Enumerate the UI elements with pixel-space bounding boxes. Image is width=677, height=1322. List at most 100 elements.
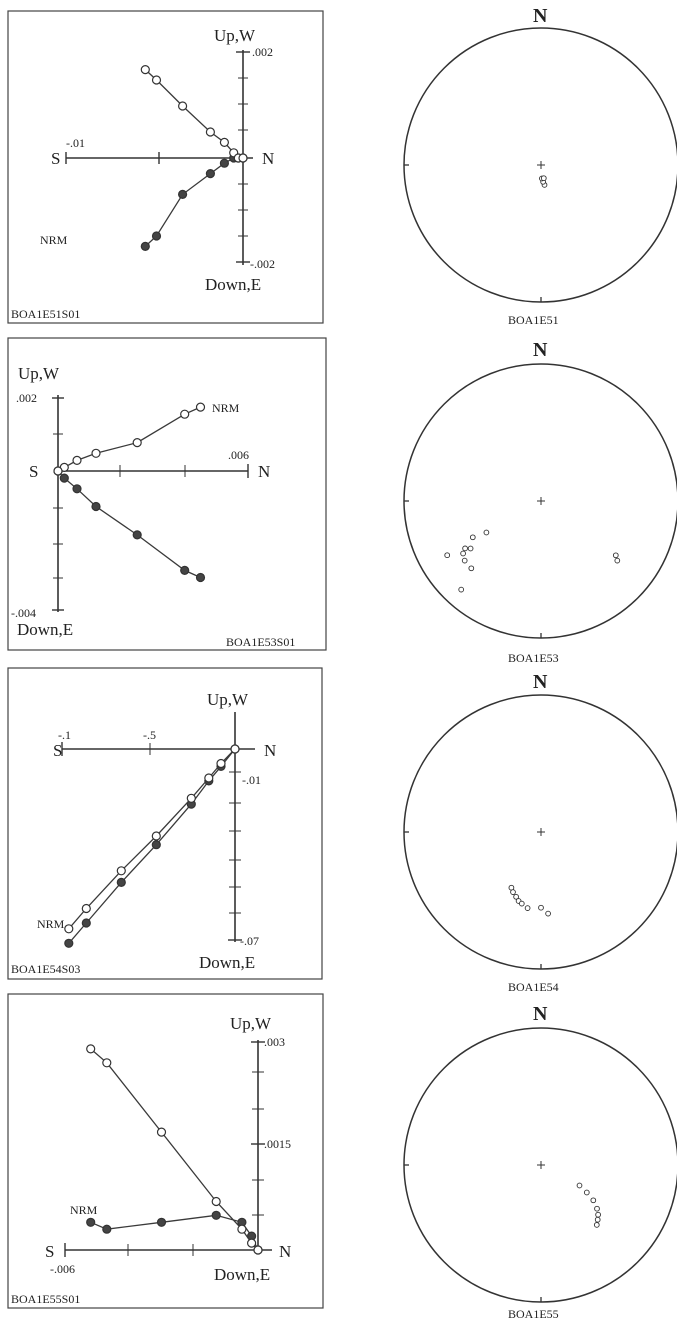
north-label: N [533,339,548,361]
n-axis-label: N [264,741,276,760]
panel-frame [7,10,324,324]
horizontal-projection-point [53,466,63,476]
vertical-top-value-label: -.01 [242,773,261,787]
horizontal-projection-point [230,744,240,754]
horizontal-projection-point [247,1238,257,1248]
vertical-bottom-value-label: -.004 [11,606,36,620]
down-e-label: Down,E [214,1265,270,1284]
horizontal-projection-point [151,831,161,841]
n-axis-label: N [279,1242,291,1261]
direction-point [538,904,544,911]
direction-point [594,1205,600,1212]
stereonet-4: N BOA1E55 [403,1003,677,1321]
horizontal-ticks [65,152,160,164]
vertical-projection-point [64,938,74,948]
direction-points [508,884,551,917]
horizontal-projection-point [238,153,248,163]
stereonet-1: N BOA1E51 [403,5,677,327]
direction-points [444,529,621,593]
horizontal-projection-point [178,101,188,111]
horizontal-projection-point [186,793,196,803]
horizontal-projection-point [86,1044,96,1054]
horizontal-projection-point [195,402,206,412]
direction-point [461,557,468,564]
direction-points [539,175,548,188]
up-w-label: Up,W [214,26,256,45]
specimen-label: BOA1E53S01 [226,635,295,649]
vertical-projection-point [81,918,91,928]
specimen-label: BOA1E55S01 [11,1292,80,1306]
direction-point [467,545,474,552]
vertical-projection-point [156,1217,167,1227]
vertical-top-value-label: .003 [264,1035,285,1049]
vertical-top-value-label: .002 [252,45,273,59]
horizontal-projection-point [72,455,82,465]
horizontal-projection-point [140,64,150,75]
direction-point [510,889,516,895]
horizontal-tick-label: .006 [228,448,249,462]
down-e-label: Down,E [17,620,73,639]
zijderveld-panel-1: Up,W .002 -.002 Down,E S N -.01 NRM BOA1… [7,10,324,324]
vertical-projection-point [132,530,142,540]
direction-point [593,1222,600,1228]
direction-point [524,905,531,911]
n-axis-label: N [262,149,274,168]
stereonet-3: N BOA1E54 [403,671,677,994]
direction-point [483,529,490,536]
direction-point [545,910,551,917]
horizontal-projection-point [253,1245,263,1255]
panel-frame [7,337,327,651]
horizontal-projection-point [102,1058,112,1068]
vertical-projection-point [219,158,229,168]
vertical-projection-point [86,1217,96,1227]
direction-point [540,175,547,182]
zijderveld-panel-4: Up,W .003 .0015 Down,E S N -.006 NRM BOA… [7,993,324,1309]
vertical-projection-point [151,840,161,850]
zijderveld-panel-3: Up,W -.01 -.07 Down,E S N -.1 -.5 NRM BO… [7,667,323,980]
vertical-projection-point [180,565,190,576]
vertical-projection-point [178,189,188,199]
horizontal-projection-point [151,75,162,85]
horizontal-tick-label: -.01 [66,136,85,150]
data-series-group [53,402,206,583]
data-series-group [86,1044,263,1255]
vertical-ticks [228,771,242,941]
direction-point [594,1216,601,1223]
vertical-projection-point [195,572,206,583]
horizontal-tick-label: -.1 [58,728,71,742]
panel-frame [7,993,324,1309]
vertical-projection-point [205,169,215,179]
vertical-projection-point [151,231,162,241]
stereonet-2: N BOA1E53 [403,339,677,665]
nrm-label: NRM [37,917,65,931]
horizontal-projection-point [81,903,91,914]
direction-point [460,550,466,557]
direction-point [518,900,525,907]
horizontal-projection-point [219,137,229,147]
horizontal-tick-label-2: -.5 [143,728,156,742]
s-axis-label: S [51,149,60,168]
horizontal-projection-point [132,438,142,448]
up-w-label: Up,W [207,690,249,709]
specimen-label: BOA1E54S03 [11,962,80,976]
vertical-ticks [251,1041,265,1216]
horizontal-ticks [64,1243,194,1257]
vertical-projection-point [91,501,101,512]
down-e-label: Down,E [199,953,255,972]
direction-point [468,565,475,572]
horizontal-ticks [119,464,249,478]
nrm-label: NRM [70,1203,98,1217]
direction-point [458,586,465,593]
specimen-label: BOA1E51S01 [11,307,80,321]
direction-point [469,534,476,541]
data-series-group [140,64,248,251]
horizontal-projection-point [91,448,101,458]
horizontal-projection-point [204,773,214,783]
n-axis-label: N [258,462,270,481]
north-label: N [533,5,548,27]
vertical-projection-point [116,877,126,888]
horizontal-projection-point [116,866,126,876]
vertical-ticks [236,51,250,263]
horizontal-projection-point [64,924,74,934]
vertical-mid-value-label: .0015 [264,1137,291,1151]
